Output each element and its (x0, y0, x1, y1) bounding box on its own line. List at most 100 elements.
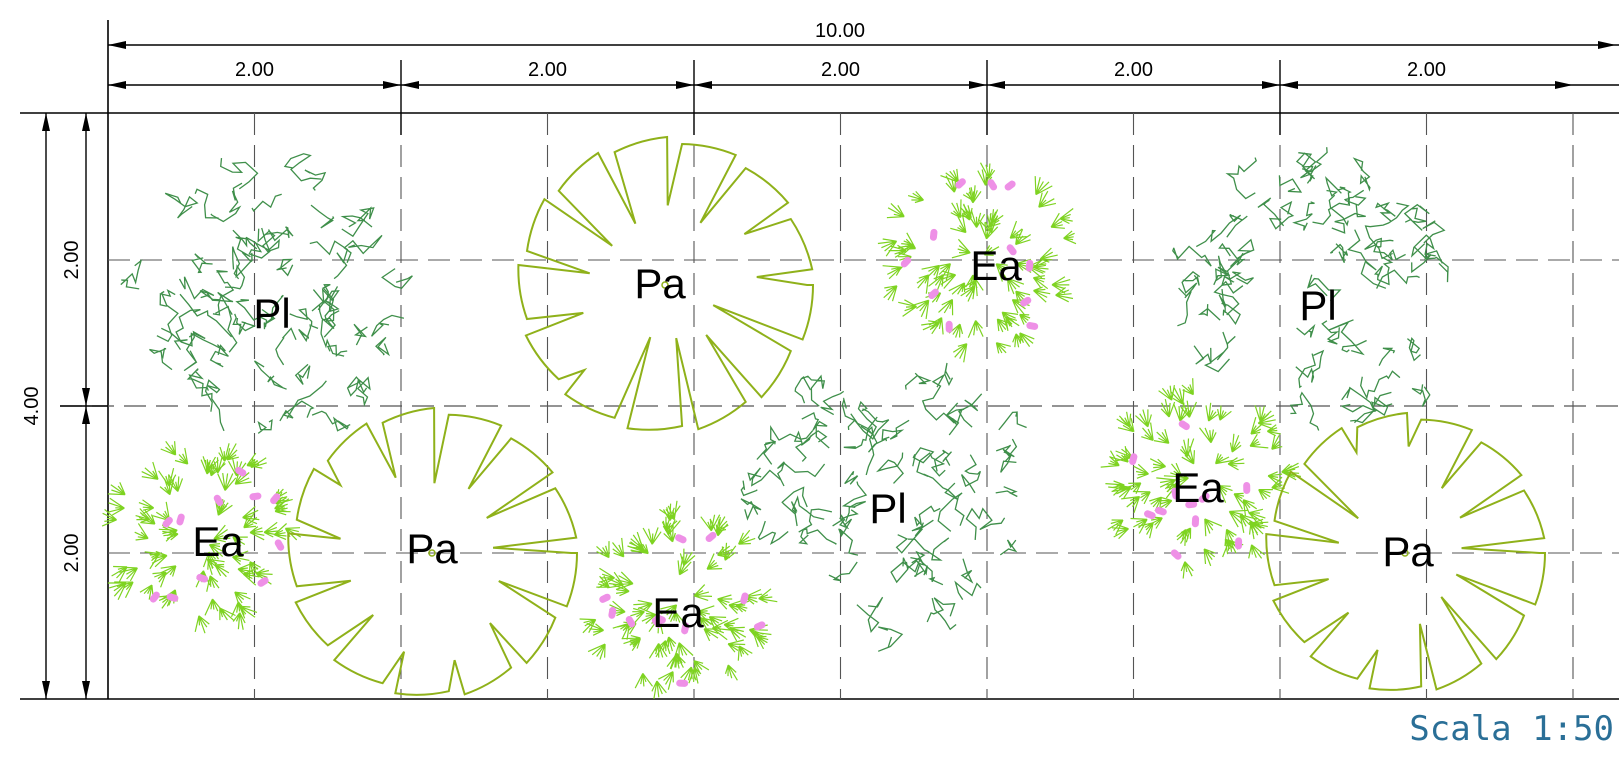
shrub-stroke (289, 308, 319, 330)
leaf-fan (1254, 405, 1270, 423)
shrub-stroke (209, 344, 229, 368)
shrub-stroke (1321, 320, 1340, 345)
shrub-stroke (801, 411, 830, 449)
shrub-stroke (1364, 202, 1410, 249)
leaf-fan (1271, 476, 1290, 494)
leaf-fan (1051, 276, 1071, 294)
plant-pa (287, 406, 579, 696)
flower-dot (270, 493, 281, 505)
leaf-fan (1034, 176, 1053, 196)
leaf-fan (688, 666, 702, 684)
flower-dot (955, 178, 966, 189)
leaf-fan (194, 615, 210, 634)
shrub-stroke (798, 508, 833, 533)
leaf-fan (107, 582, 127, 600)
flower-dot (176, 513, 185, 526)
shrub-stroke (194, 188, 219, 219)
plant-label: Ea (192, 518, 244, 565)
plant-label: Pa (1382, 528, 1434, 575)
plant-label: Pl (253, 290, 290, 337)
leaf-fan (1015, 290, 1031, 304)
shrub-stroke (232, 246, 241, 280)
shrub-stroke (1210, 331, 1236, 364)
flower-dot (213, 494, 224, 507)
shrub-stroke (1278, 175, 1303, 193)
leaf-fan (1146, 515, 1163, 529)
shrub-stroke (902, 557, 928, 576)
flower-dot (676, 679, 689, 687)
leaf-fan (638, 606, 657, 624)
shrub-stroke (156, 290, 179, 343)
shrub-stroke (740, 498, 762, 521)
shrub-stroke (188, 371, 209, 391)
leaf-fan (882, 265, 902, 280)
leaf-fan (609, 600, 626, 617)
module-width-label: 2.00 (821, 59, 860, 81)
shrub-stroke (286, 380, 327, 419)
leaf-fan (284, 527, 302, 541)
leaf-fan (1055, 287, 1074, 303)
leaf-fan (1059, 208, 1074, 225)
plant-pa (1265, 411, 1547, 691)
shrub-stroke (186, 368, 225, 432)
leaf-fan (989, 209, 1004, 224)
plant-label: Ea (1172, 464, 1224, 511)
leaf-fan (234, 470, 252, 485)
leaf-fan (648, 643, 668, 659)
shrub-stroke (149, 347, 173, 371)
shrub-stroke (320, 317, 345, 357)
leaf-fan (960, 286, 976, 302)
leaf-fan (144, 551, 161, 570)
leaf-fan (983, 245, 1000, 256)
leaf-fan (1248, 544, 1265, 559)
dimension-arrow (42, 113, 50, 131)
leaf-fan (219, 607, 236, 622)
shrub-stroke (1182, 274, 1200, 286)
shrub-stroke (356, 376, 371, 407)
leaf-fan (1153, 429, 1170, 444)
leaf-fan (138, 499, 155, 515)
flower-dot (740, 592, 749, 605)
dimension-arrow (108, 41, 126, 49)
shrub-stroke (283, 153, 322, 182)
leaf-fan (204, 598, 225, 616)
shrub-stroke (856, 596, 884, 634)
shrub-stroke (224, 252, 253, 290)
plant-label: Pa (634, 260, 686, 307)
shrub-stroke (346, 376, 368, 397)
leaf-fan (119, 566, 138, 582)
leaf-fan (149, 550, 168, 568)
leaf-fan (952, 343, 968, 363)
plant-ea (877, 162, 1077, 363)
leaf-fan (1111, 524, 1129, 540)
flower-dot (166, 593, 179, 602)
leaf-fan (693, 584, 713, 601)
leaf-fan (1251, 518, 1269, 535)
shrub-stroke (312, 287, 340, 306)
leaf-fan (979, 222, 999, 240)
leaf-fan (912, 299, 930, 319)
leaf-fan (1016, 258, 1032, 274)
flower-dot (274, 539, 285, 551)
shrub-stroke (998, 411, 1027, 431)
leaf-fan (243, 512, 258, 529)
shrub-stroke (1268, 200, 1295, 230)
leaf-fan (756, 635, 769, 650)
shrub-stroke (1312, 186, 1352, 225)
shrub-stroke (800, 430, 828, 446)
plant-label: Pl (869, 485, 906, 532)
shrub-stroke (200, 291, 234, 315)
flower-dot (1026, 322, 1039, 330)
leaf-fan (1267, 471, 1283, 486)
leaf-fan (898, 240, 915, 256)
leaf-fan (612, 622, 631, 640)
leaf-fan (1239, 514, 1258, 534)
plant-ea (1100, 378, 1302, 579)
shrub-stroke (341, 206, 375, 238)
leaf-fan (141, 461, 159, 480)
shrub-stroke (1378, 347, 1396, 366)
leaf-fan (1033, 286, 1051, 303)
dimension-arrow (1598, 41, 1616, 49)
flower-dot (651, 617, 663, 628)
leaf-fan (967, 187, 982, 204)
